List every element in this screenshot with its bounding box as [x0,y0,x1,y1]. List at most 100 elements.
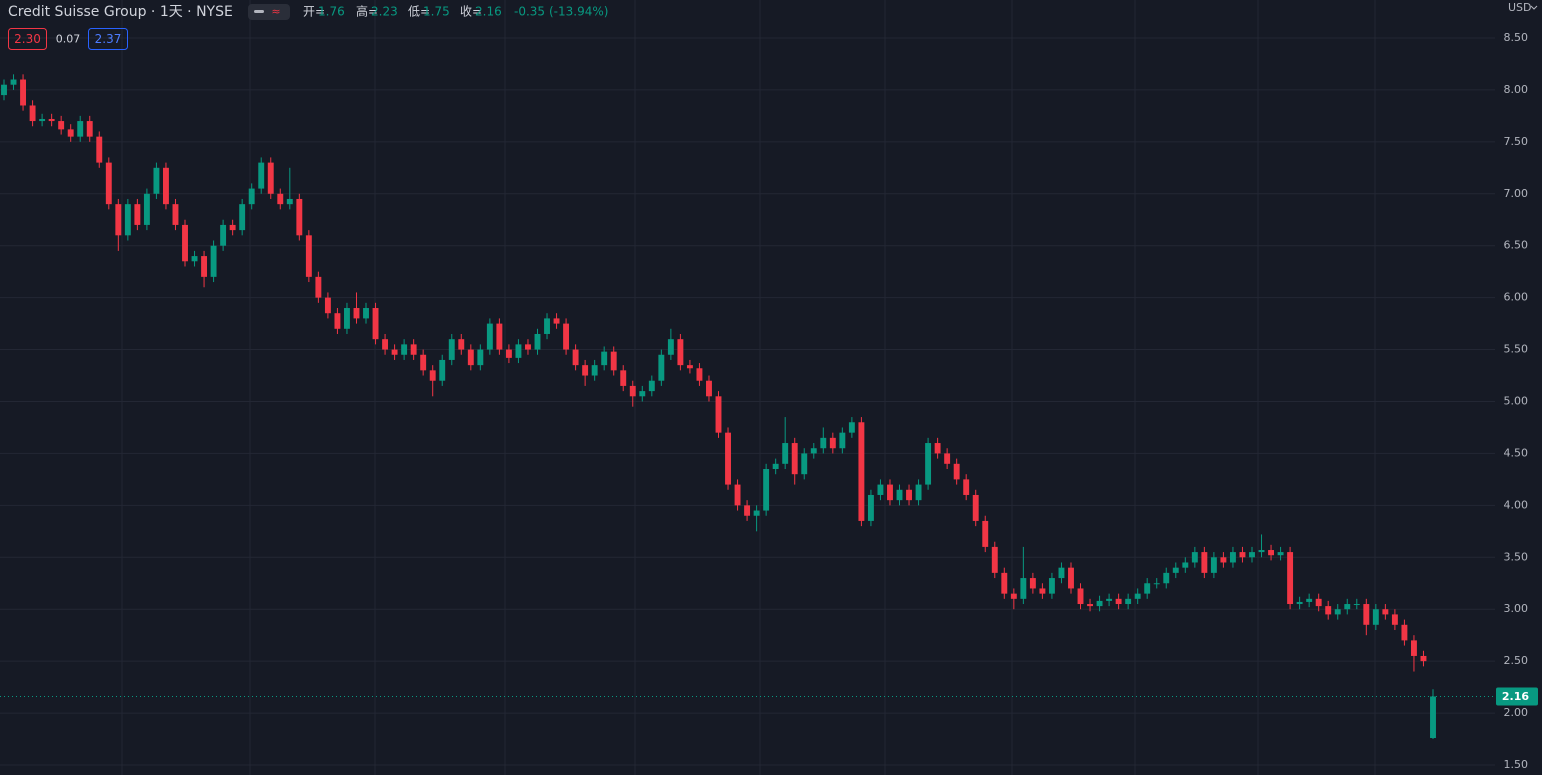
close-value: 2.16 [475,5,502,19]
candle-body [305,235,312,277]
candle-body [1087,604,1093,607]
candle-body [296,198,303,236]
y-tick-label: 7.00 [1504,187,1529,200]
low-value: 1.75 [423,5,450,19]
candle-body [1001,572,1008,594]
candle-body [1068,567,1074,589]
candle-body [10,79,17,85]
candle-body [782,443,789,464]
candle-body [1315,598,1322,607]
candle-body [344,308,350,329]
candle-body [448,339,455,360]
candle-body [772,463,779,470]
candle-body [1020,578,1027,599]
high-value: 2.23 [371,5,398,19]
candle-body [991,546,998,573]
candle-body [77,121,84,137]
grid [0,37,1495,766]
candle-body [496,323,503,350]
candle-body [143,193,150,225]
candle-body [505,349,512,358]
candle-body [1334,609,1341,615]
toggle-icon[interactable] [248,4,290,20]
candle-body [191,256,198,262]
candle-body [1287,552,1294,605]
candle-body [639,391,646,397]
candle-body [525,344,531,350]
candle-body [20,79,27,106]
change-pct: (-13.94%) [549,5,608,19]
candle-body [153,167,160,194]
last-price-box [1496,687,1538,706]
candle-body [1229,552,1236,563]
header: Credit Suisse Group · 1天 · NYSE ≈ 开= 1.7… [8,1,1538,50]
candle-body [696,368,703,381]
candle-body [963,479,970,495]
candle-body [582,365,589,376]
close-label: 收= [460,5,482,19]
candle-body [363,308,369,319]
candle-body [744,505,751,516]
candle-body [858,422,865,521]
candle-body [563,323,570,350]
candle-body [515,344,522,358]
candle-body [887,484,893,501]
candle-body [401,344,408,355]
y-tick-label: 6.50 [1504,239,1529,252]
y-tick-label: 3.50 [1504,550,1529,563]
candle-body [134,204,141,225]
candle-body [658,354,665,381]
candle-body [248,188,255,205]
candle-body [1163,572,1170,584]
candle-body [553,318,560,324]
candle-body [763,469,770,511]
candle-body [105,162,112,205]
buy-box[interactable] [88,28,128,50]
candle-body [934,443,941,454]
candles [1,74,1436,740]
candle-body [286,198,293,205]
candle-body [1172,567,1179,573]
spread: 0.07 [56,33,81,46]
candle-body [1,84,7,96]
candle-body [315,276,322,298]
candle-body [915,484,922,501]
candle-body [486,323,493,350]
y-tick-label: 5.00 [1504,394,1529,407]
candle-body [686,365,693,369]
candle-body [1296,601,1303,605]
candle-body [601,351,608,366]
candle-body [1010,593,1017,599]
candle-body [820,437,827,449]
candle-body [829,437,836,449]
candle-body [620,370,627,386]
candle-body [572,349,579,366]
change: -0.35 [514,5,545,19]
candle-body [877,484,884,495]
candle-body [906,489,912,501]
candle-body [1258,550,1265,553]
candle-body [1325,606,1332,615]
candle-body [1239,552,1246,558]
candle-body [1182,562,1189,568]
candle-body [220,224,227,246]
candle-body [896,489,903,501]
candle-body [791,443,798,475]
candle-body [715,396,722,433]
candle-body [420,354,427,371]
candle-body [1125,598,1132,605]
y-tick-label: 5.50 [1504,343,1529,356]
candle-body [667,339,674,355]
candle-body [1372,609,1379,625]
candle-body [848,422,855,433]
candle-body [1420,655,1427,662]
candle-body [1201,552,1208,573]
candle-body [1144,583,1151,594]
y-tick-label: 6.00 [1504,291,1529,304]
sell-box[interactable] [8,28,47,50]
currency[interactable]: USD [1508,1,1532,14]
y-tick-label: 4.50 [1504,446,1529,459]
candle-body [1210,557,1217,573]
candle-body [610,351,617,371]
